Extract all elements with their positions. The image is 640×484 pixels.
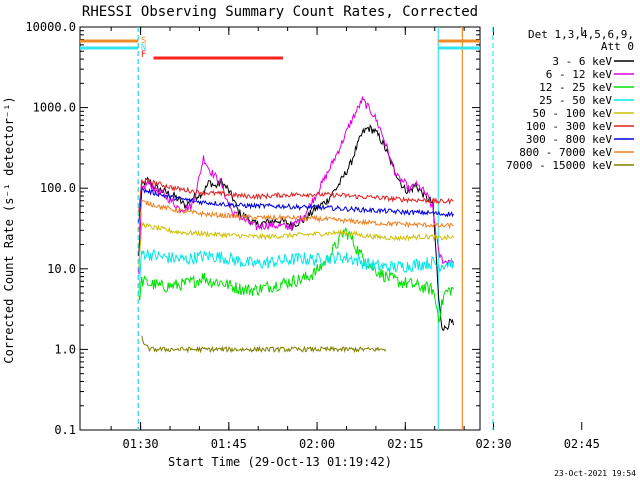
legend-label: 6 - 12 keV — [546, 68, 613, 81]
y-tick-label: 10000.0 — [25, 20, 76, 34]
legend-label: 3 - 6 keV — [552, 55, 612, 68]
legend-label: 100 - 300 keV — [526, 120, 612, 133]
y-tick-label: 0.1 — [54, 423, 76, 437]
y-tick-label: 1000.0 — [33, 101, 76, 115]
y-axis-label: Corrected Count Rate (s⁻¹ detector⁻¹) — [2, 96, 16, 363]
series-line — [141, 335, 387, 354]
series-line — [138, 226, 454, 323]
legend-label: 50 - 100 keV — [533, 107, 613, 120]
series-line — [138, 199, 454, 231]
x-axis-label: Start Time (29-Oct-13 01:19:42) — [168, 455, 392, 469]
x-tick-label: 02:30 — [475, 437, 511, 451]
y-tick-label: 10.0 — [47, 262, 76, 276]
legend-label: 25 - 50 keV — [539, 94, 612, 107]
legend-label: 12 - 25 keV — [539, 81, 612, 94]
x-tick-label: 01:45 — [211, 437, 247, 451]
flag-letter: F — [141, 50, 146, 60]
legend-label: 7000 - 15000 keV — [506, 159, 612, 172]
x-tick-label: 01:30 — [123, 437, 159, 451]
series-line — [138, 96, 454, 275]
plot-frame — [79, 26, 481, 431]
legend-label: 300 - 800 keV — [526, 133, 612, 146]
vertical-markers — [137, 27, 494, 430]
series-group — [138, 96, 454, 354]
chart-title: RHESSI Observing Summary Count Rates, Co… — [82, 4, 478, 20]
legend-label: 800 - 7000 keV — [519, 146, 612, 159]
footer-timestamp: 23-Oct-2021 19:54 — [554, 469, 636, 478]
x-axis: 01:30 01:45 02:00 02:15 02:30 02:45 — [110, 27, 600, 451]
flag-letter: S — [141, 36, 146, 46]
flag-letter: N — [141, 43, 146, 53]
x-tick-label: 02:15 — [387, 437, 423, 451]
status-flag-bars: SNF — [80, 36, 480, 60]
series-line — [138, 187, 454, 223]
y-tick-label: 100.0 — [40, 181, 76, 195]
legend-header: Det 1,3,4,5,6,9, — [528, 28, 634, 41]
series-line — [138, 248, 454, 294]
series-line — [138, 124, 454, 331]
series-line — [138, 221, 454, 268]
x-tick-label: 02:00 — [299, 437, 335, 451]
y-tick-label: 1.0 — [54, 342, 76, 356]
y-axis: 0.1 1.0 10.0 100.0 1000.0 10000.0 — [25, 20, 480, 437]
x-tick-label: 02:45 — [564, 437, 600, 451]
series-line — [138, 178, 454, 212]
legend-header: Att 0 — [601, 40, 634, 53]
